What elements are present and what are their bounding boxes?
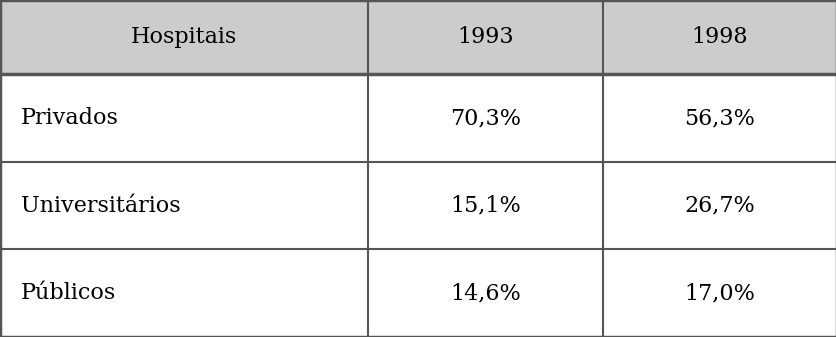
Bar — [602, 74, 836, 162]
Text: 17,0%: 17,0% — [684, 282, 754, 304]
Bar — [0, 249, 368, 337]
Bar — [368, 162, 602, 249]
Text: 26,7%: 26,7% — [684, 194, 754, 217]
Text: 1993: 1993 — [456, 26, 513, 48]
Text: 56,3%: 56,3% — [684, 107, 754, 129]
Bar — [602, 0, 836, 74]
Bar — [602, 249, 836, 337]
Text: Hospitais: Hospitais — [131, 26, 237, 48]
Text: 15,1%: 15,1% — [450, 194, 520, 217]
Bar — [0, 162, 368, 249]
Text: Universitários: Universitários — [21, 194, 181, 217]
Text: 70,3%: 70,3% — [450, 107, 520, 129]
Bar — [0, 74, 368, 162]
Bar — [368, 74, 602, 162]
Bar — [368, 0, 602, 74]
Text: Públicos: Públicos — [21, 282, 116, 304]
Bar — [0, 0, 368, 74]
Bar — [602, 162, 836, 249]
Text: Privados: Privados — [21, 107, 119, 129]
Text: 14,6%: 14,6% — [450, 282, 520, 304]
Bar — [368, 249, 602, 337]
Text: 1998: 1998 — [691, 26, 747, 48]
